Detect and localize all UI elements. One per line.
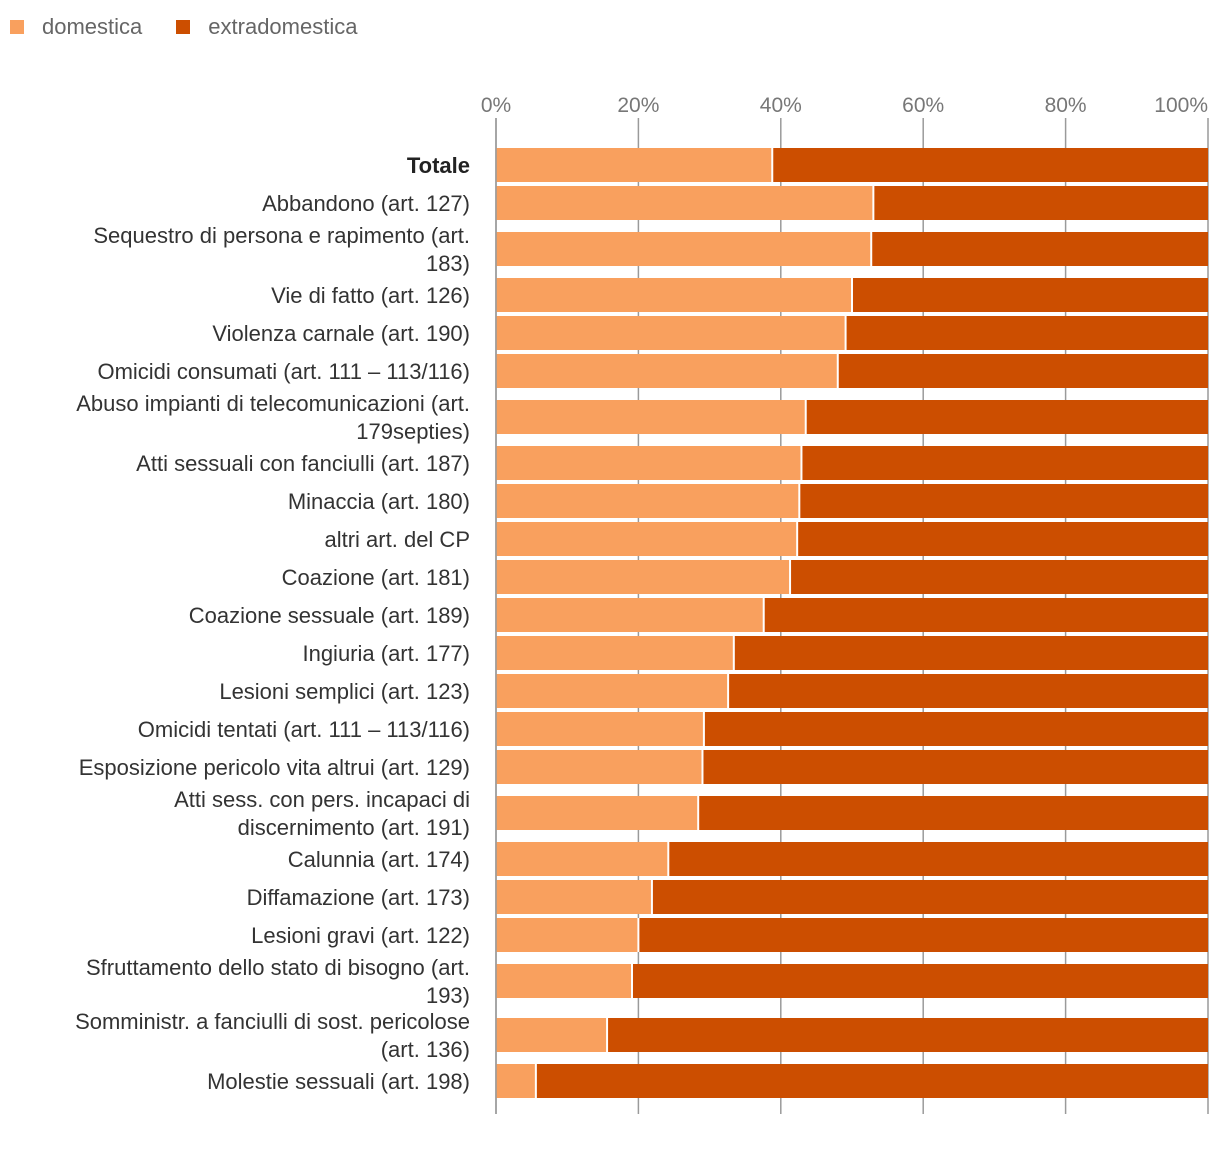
category-label: Totale — [407, 153, 470, 178]
bar-domestica-14[interactable] — [496, 712, 704, 746]
category-label: 193) — [426, 983, 470, 1008]
bar-domestica-15[interactable] — [496, 750, 703, 784]
bar-domestica-4[interactable] — [496, 316, 846, 350]
category-label: Calunnia (art. 174) — [288, 847, 470, 872]
bar-extradomestica-8[interactable] — [799, 484, 1208, 518]
bar-domestica-12[interactable] — [496, 636, 734, 670]
category-label: Minaccia (art. 180) — [288, 489, 470, 514]
bar-domestica-13[interactable] — [496, 674, 729, 708]
bar-domestica-7[interactable] — [496, 446, 802, 480]
category-label: Ingiuria (art. 177) — [302, 641, 470, 666]
category-label: Sfruttamento dello stato di bisogno (art… — [86, 955, 470, 980]
bar-extradomestica-6[interactable] — [805, 400, 1208, 434]
legend-label-extradomestica: extradomestica — [208, 14, 358, 39]
category-label: Atti sessuali con fanciulli (art. 187) — [136, 451, 470, 476]
bar-extradomestica-5[interactable] — [837, 354, 1208, 388]
bar-domestica-6[interactable] — [496, 400, 806, 434]
bar-domestica-10[interactable] — [496, 560, 791, 594]
bar-domestica-3[interactable] — [496, 278, 852, 312]
bar-extradomestica-14[interactable] — [703, 712, 1208, 746]
x-tick-label: 60% — [902, 94, 944, 117]
category-label: Omicidi tentati (art. 111 – 113/116) — [138, 717, 470, 742]
bar-domestica-20[interactable] — [496, 964, 632, 998]
bar-domestica-17[interactable] — [496, 842, 669, 876]
bar-extradomestica-0[interactable] — [772, 148, 1208, 182]
legend-item-domestica[interactable]: domestica — [10, 14, 142, 40]
bar-extradomestica-18[interactable] — [651, 880, 1208, 914]
category-label: Esposizione pericolo vita altrui (art. 1… — [79, 755, 470, 780]
bar-extradomestica-20[interactable] — [631, 964, 1208, 998]
category-label: Vie di fatto (art. 126) — [271, 283, 470, 308]
category-label: discernimento (art. 191) — [238, 815, 470, 840]
legend-label-domestica: domestica — [42, 14, 143, 39]
x-tick-label: 20% — [617, 94, 659, 117]
category-label: Sequestro di persona e rapimento (art. — [93, 223, 470, 248]
x-tick-label: 80% — [1045, 94, 1087, 117]
bar-extradomestica-12[interactable] — [733, 636, 1208, 670]
bar-extradomestica-19[interactable] — [638, 918, 1208, 952]
category-label: Omicidi consumati (art. 111 – 113/116) — [97, 359, 470, 384]
category-label: Diffamazione (art. 173) — [247, 885, 470, 910]
category-label: Molestie sessuali (art. 198) — [207, 1069, 470, 1094]
bar-domestica-16[interactable] — [496, 796, 699, 830]
category-label: Somministr. a fanciulli di sost. pericol… — [75, 1009, 470, 1034]
bar-extradomestica-21[interactable] — [607, 1018, 1208, 1052]
bar-domestica-11[interactable] — [496, 598, 764, 632]
bar-extradomestica-9[interactable] — [797, 522, 1208, 556]
category-label: altri art. del CP — [325, 527, 471, 552]
bar-extradomestica-3[interactable] — [852, 278, 1208, 312]
bar-domestica-2[interactable] — [496, 232, 872, 266]
category-label: Lesioni gravi (art. 122) — [251, 923, 470, 948]
x-tick-label: 0% — [481, 94, 511, 117]
x-axis-ticks: 0% 20% 40% 60% 80% 100% — [481, 94, 1208, 117]
bars — [496, 148, 1208, 1098]
x-tick-label: 100% — [1154, 94, 1208, 117]
bar-extradomestica-22[interactable] — [535, 1064, 1208, 1098]
bar-domestica-19[interactable] — [496, 918, 639, 952]
legend-swatch-extradomestica — [176, 20, 191, 34]
bar-extradomestica-13[interactable] — [728, 674, 1208, 708]
bar-domestica-0[interactable] — [496, 148, 773, 182]
category-label: Abbandono (art. 127) — [262, 191, 470, 216]
bar-extradomestica-7[interactable] — [801, 446, 1208, 480]
category-label: Lesioni semplici (art. 123) — [219, 679, 470, 704]
bar-extradomestica-15[interactable] — [702, 750, 1208, 784]
bar-domestica-18[interactable] — [496, 880, 652, 914]
category-label: Coazione (art. 181) — [282, 565, 470, 590]
bar-domestica-9[interactable] — [496, 522, 798, 556]
bar-domestica-8[interactable] — [496, 484, 800, 518]
category-label: (art. 136) — [381, 1037, 470, 1062]
category-label: 179septies) — [356, 419, 470, 444]
bar-domestica-21[interactable] — [496, 1018, 608, 1052]
x-tick-label: 40% — [760, 94, 802, 117]
bar-extradomestica-16[interactable] — [698, 796, 1208, 830]
bar-domestica-1[interactable] — [496, 186, 874, 220]
category-labels: Totale Abbandono (art. 127) Sequestro di p… — [75, 153, 470, 1094]
category-label: 183) — [426, 251, 470, 276]
bar-domestica-5[interactable] — [496, 354, 838, 388]
bar-extradomestica-2[interactable] — [871, 232, 1208, 266]
bar-extradomestica-4[interactable] — [845, 316, 1208, 350]
legend: domestica extradomestica — [10, 10, 391, 44]
category-label: Atti sess. con pers. incapaci di — [174, 787, 470, 812]
bar-extradomestica-1[interactable] — [873, 186, 1208, 220]
category-label: Coazione sessuale (art. 189) — [189, 603, 470, 628]
legend-swatch-domestica — [10, 20, 24, 34]
bar-extradomestica-17[interactable] — [668, 842, 1208, 876]
legend-item-extradomestica[interactable]: extradomestica — [176, 14, 357, 40]
category-label: Abuso impianti di telecomunicazioni (art… — [76, 391, 470, 416]
bar-extradomestica-11[interactable] — [763, 598, 1208, 632]
category-label: Violenza carnale (art. 190) — [212, 321, 470, 346]
bar-extradomestica-10[interactable] — [790, 560, 1208, 594]
bar-domestica-22[interactable] — [496, 1064, 536, 1098]
